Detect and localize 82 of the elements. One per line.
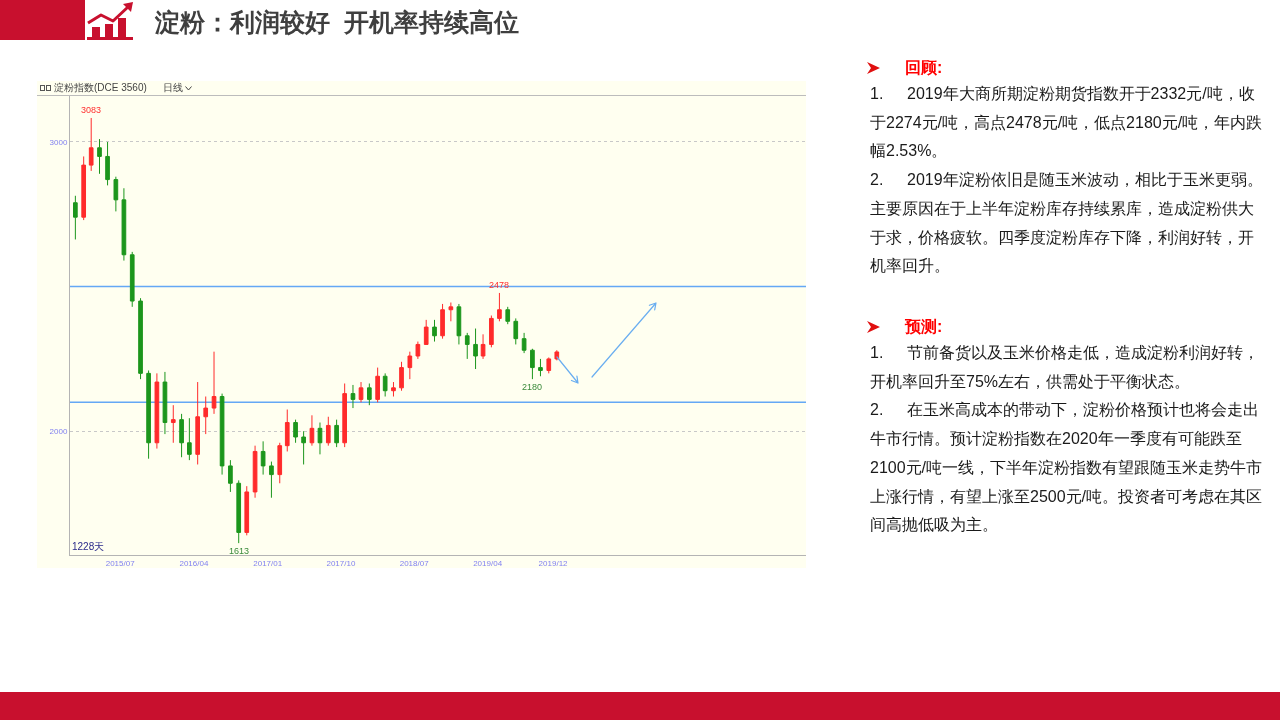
candlestick <box>554 349 560 361</box>
chart-title: 淀粉：利润较好 开机率持续高位 <box>155 7 519 38</box>
x-tick-label: 2017/10 <box>326 558 356 568</box>
text: 1. 2019年大商所期淀粉期货指数开于2332元/吨，收于2274元/吨，高点2478元/吨，低点2180元/吨，年内跌幅2.53%。 <box>870 84 1264 162</box>
candlestick <box>456 303 462 345</box>
candlestick <box>228 459 233 493</box>
text: 回顾: <box>905 58 943 78</box>
candlestick <box>546 356 552 374</box>
candlestick <box>121 187 127 262</box>
x-tick-label: 2018/07 <box>399 558 430 568</box>
candlestick <box>489 315 494 348</box>
candlestick <box>382 372 388 397</box>
candlestick <box>309 414 315 447</box>
text: 2. 2019年淀粉依旧是随玉米波动，相比于玉米更弱。主要原因在于上半年淀粉库存持续累库，造成淀粉供大于求，价格疲软。四季度淀粉库存下降，利润好转，开机率回升。 <box>870 170 1264 277</box>
candlestick <box>211 351 217 415</box>
candlestick <box>480 333 486 360</box>
candlestick <box>358 381 364 403</box>
candlestick <box>375 367 380 403</box>
candlestick <box>497 292 502 322</box>
x-tick-label: 2016/04 <box>179 558 209 568</box>
candlestick <box>129 251 135 308</box>
candlestick <box>105 141 110 186</box>
text: 日线 <box>162 81 183 95</box>
candlestick <box>88 117 94 172</box>
candlestick <box>505 306 511 325</box>
candlestick <box>423 319 429 345</box>
candlestick <box>138 297 143 380</box>
candlestick <box>350 384 356 409</box>
candlestick <box>473 328 478 370</box>
candlestick <box>73 195 78 240</box>
candlestick <box>284 409 290 452</box>
candlestick <box>399 361 404 392</box>
candlestick <box>293 419 298 444</box>
candlestick <box>162 371 168 435</box>
annotation: 1228天 <box>72 541 105 552</box>
candlestick <box>538 358 543 377</box>
x-tick-label: 2015/07 <box>105 558 136 568</box>
candlestick <box>301 430 306 465</box>
candlestick <box>415 341 421 360</box>
y-tick-label: 3000 <box>49 137 68 147</box>
annotation: 1613 <box>229 546 250 556</box>
text: 2. 在玉米高成本的带动下，淀粉价格预计也将会走出牛市行情。预计淀粉指数在2020年一季度有可能跌至2100元/吨一线，下半年淀粉指数有望跟随玉米走势牛市上涨行情，有望上涨至2500元/吨。投资者可考虑在其区间高抛低吸为主。 <box>870 400 1264 536</box>
candlestick <box>203 396 209 435</box>
candlestick <box>219 393 225 476</box>
candlestick <box>334 419 339 448</box>
text: 预测: <box>905 317 943 337</box>
candlestick <box>252 445 258 499</box>
candlestick <box>187 417 192 461</box>
candlestick <box>81 155 87 221</box>
candlestick <box>277 442 283 484</box>
candlestick <box>113 176 119 212</box>
x-tick-label: 2019/12 <box>538 558 569 568</box>
candlestick <box>521 332 527 354</box>
candlestick <box>269 461 274 499</box>
text: 1. 节前备货以及玉米价格走低，造成淀粉利润好转，开机率回升至75%左右，供需处于平衡状态。 <box>870 343 1260 392</box>
annotation: 3083 <box>81 105 102 115</box>
candlestick <box>513 317 519 345</box>
candlestick <box>391 381 396 397</box>
y-tick-label: 2000 <box>49 427 68 437</box>
candlestick <box>367 382 372 406</box>
annotation: 2180 <box>522 382 543 392</box>
x-tick-label: 2019/04 <box>473 558 503 568</box>
candlestick <box>97 138 102 175</box>
candlestick <box>325 416 331 447</box>
candlestick <box>440 303 445 340</box>
candlestick <box>170 404 176 444</box>
candlestick <box>530 348 535 380</box>
candlestick <box>244 485 250 536</box>
x-tick-label: 2017/01 <box>253 558 283 568</box>
candlestick <box>146 369 151 460</box>
candlestick <box>179 413 184 458</box>
candlestick <box>195 381 201 465</box>
candlestick <box>407 351 413 380</box>
candlestick <box>342 382 347 448</box>
candlestick <box>260 440 266 476</box>
candlestick <box>317 422 323 455</box>
candlestick <box>448 302 454 322</box>
candlestick <box>464 332 470 360</box>
candlestick <box>236 479 242 544</box>
candlestick <box>154 372 160 450</box>
chart-subtitle: 淀粉指数(DCE 3560) <box>54 81 147 95</box>
candlestick <box>432 319 437 343</box>
